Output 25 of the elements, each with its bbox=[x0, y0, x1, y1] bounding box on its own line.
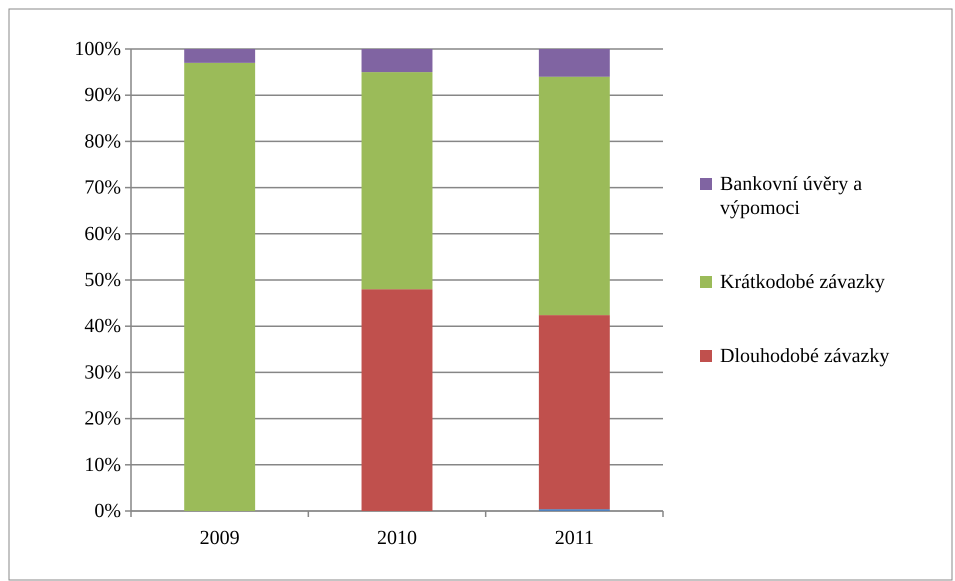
bar bbox=[538, 49, 610, 77]
legend-label: Dlouhodobé závazky bbox=[720, 345, 890, 367]
y-tick-label: 30% bbox=[84, 361, 121, 384]
y-tick-label: 0% bbox=[94, 500, 121, 522]
bar bbox=[362, 289, 432, 511]
x-tick-label: 2011 bbox=[554, 527, 594, 549]
y-tick-label: 80% bbox=[84, 130, 121, 152]
y-tick-label: 90% bbox=[84, 84, 121, 106]
x-tick-label: 2009 bbox=[200, 527, 240, 549]
y-tick-label: 60% bbox=[84, 222, 121, 245]
y-tick-label: 20% bbox=[84, 408, 121, 430]
bar bbox=[538, 76, 610, 316]
y-tick-label: 100% bbox=[74, 38, 121, 60]
bar bbox=[184, 49, 256, 63]
legend-label: Krátkodobé závazky bbox=[720, 271, 885, 293]
bar bbox=[362, 49, 432, 72]
bar bbox=[538, 315, 610, 510]
bar bbox=[362, 72, 432, 290]
x-tick-label: 2010 bbox=[377, 527, 417, 549]
y-tick-label: 50% bbox=[84, 269, 121, 291]
y-tick-label: 40% bbox=[84, 315, 121, 338]
y-tick-label: 70% bbox=[84, 176, 121, 199]
y-tick-label: 10% bbox=[84, 454, 121, 476]
legend-label: Bankovní úvěry a výpomoci bbox=[720, 173, 862, 219]
bar bbox=[184, 62, 256, 511]
